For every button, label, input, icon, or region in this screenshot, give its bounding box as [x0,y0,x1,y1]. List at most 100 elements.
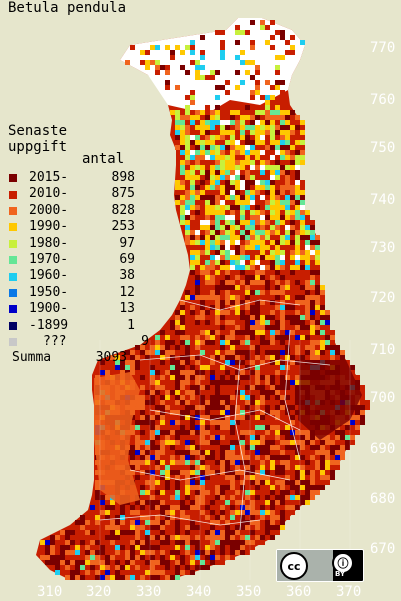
grid-cell [225,230,230,235]
grid-cell [130,545,135,550]
grid-cell [175,335,180,340]
grid-cell [195,115,200,120]
grid-cell [225,250,230,255]
grid-cell [320,445,325,450]
grid-cell [190,185,195,190]
grid-cell [185,305,190,310]
grid-cell [270,215,275,220]
grid-cell [50,560,55,565]
grid-cell [300,225,305,230]
grid-cell [250,480,255,485]
grid-cell [200,230,205,235]
grid-cell [200,415,205,420]
grid-cell [250,345,255,350]
grid-cell [300,310,305,315]
grid-cell [230,225,235,230]
grid-cell [235,465,240,470]
grid-cell [185,535,190,540]
grid-cell [295,330,300,335]
grid-cell [245,550,250,555]
grid-cell [115,555,120,560]
grid-cell [350,365,355,370]
grid-cell [190,370,195,375]
grid-cell [205,110,210,115]
grid-cell [200,210,205,215]
grid-cell [150,455,155,460]
grid-cell [270,190,275,195]
grid-cell [160,65,165,70]
grid-cell [250,160,255,165]
grid-cell [310,315,315,320]
grid-cell [280,445,285,450]
grid-cell [245,325,250,330]
grid-cell [285,260,290,265]
grid-cell [310,265,315,270]
grid-cell [75,540,80,545]
grid-cell [185,460,190,465]
grid-cell [215,200,220,205]
grid-cell [230,145,235,150]
grid-cell [250,195,255,200]
grid-cell [230,450,235,455]
grid-cell [155,550,160,555]
cc-by-license-badge[interactable]: cc ⓘ BY [276,549,364,582]
grid-cell [150,475,155,480]
grid-cell [285,235,290,240]
legend-swatch [9,321,17,330]
grid-cell [310,350,315,355]
grid-cell [170,430,175,435]
grid-cell [320,485,325,490]
grid-cell [235,220,240,225]
grid-cell [230,425,235,430]
grid-cell [265,445,270,450]
grid-cell [275,510,280,515]
grid-cell [255,355,260,360]
grid-cell [270,85,275,90]
grid-cell [365,405,370,410]
grid-cell [300,195,305,200]
grid-cell [290,500,295,505]
grid-cell [90,525,95,530]
grid-cell [285,140,290,145]
grid-cell [175,575,180,580]
grid-cell [280,485,285,490]
grid-cell [260,530,265,535]
grid-cell [265,185,270,190]
grid-cell [135,460,140,465]
grid-cell [305,245,310,250]
grid-cell [275,500,280,505]
grid-cell [205,445,210,450]
grid-cell [200,110,205,115]
grid-cell [230,125,235,130]
grid-cell [245,480,250,485]
grid-cell [260,400,265,405]
grid-cell [270,255,275,260]
grid-cell [355,415,360,420]
grid-cell [320,455,325,460]
grid-cell [225,490,230,495]
grid-cell [355,410,360,415]
grid-cell [285,220,290,225]
grid-cell [210,135,215,140]
grid-cell [285,480,290,485]
grid-cell [90,545,95,550]
grid-cell [180,445,185,450]
grid-cell [255,320,260,325]
grid-cell [165,560,170,565]
grid-cell [245,435,250,440]
grid-cell [240,440,245,445]
grid-cell [175,540,180,545]
grid-cell [220,185,225,190]
grid-cell [225,270,230,275]
grid-cell [170,50,175,55]
grid-cell [180,400,185,405]
grid-cell [260,410,265,415]
grid-cell [230,470,235,475]
grid-cell [175,515,180,520]
grid-cell [200,325,205,330]
grid-cell [130,430,135,435]
grid-cell [295,240,300,245]
grid-cell [260,340,265,345]
grid-cell [195,390,200,395]
grid-cell [290,345,295,350]
